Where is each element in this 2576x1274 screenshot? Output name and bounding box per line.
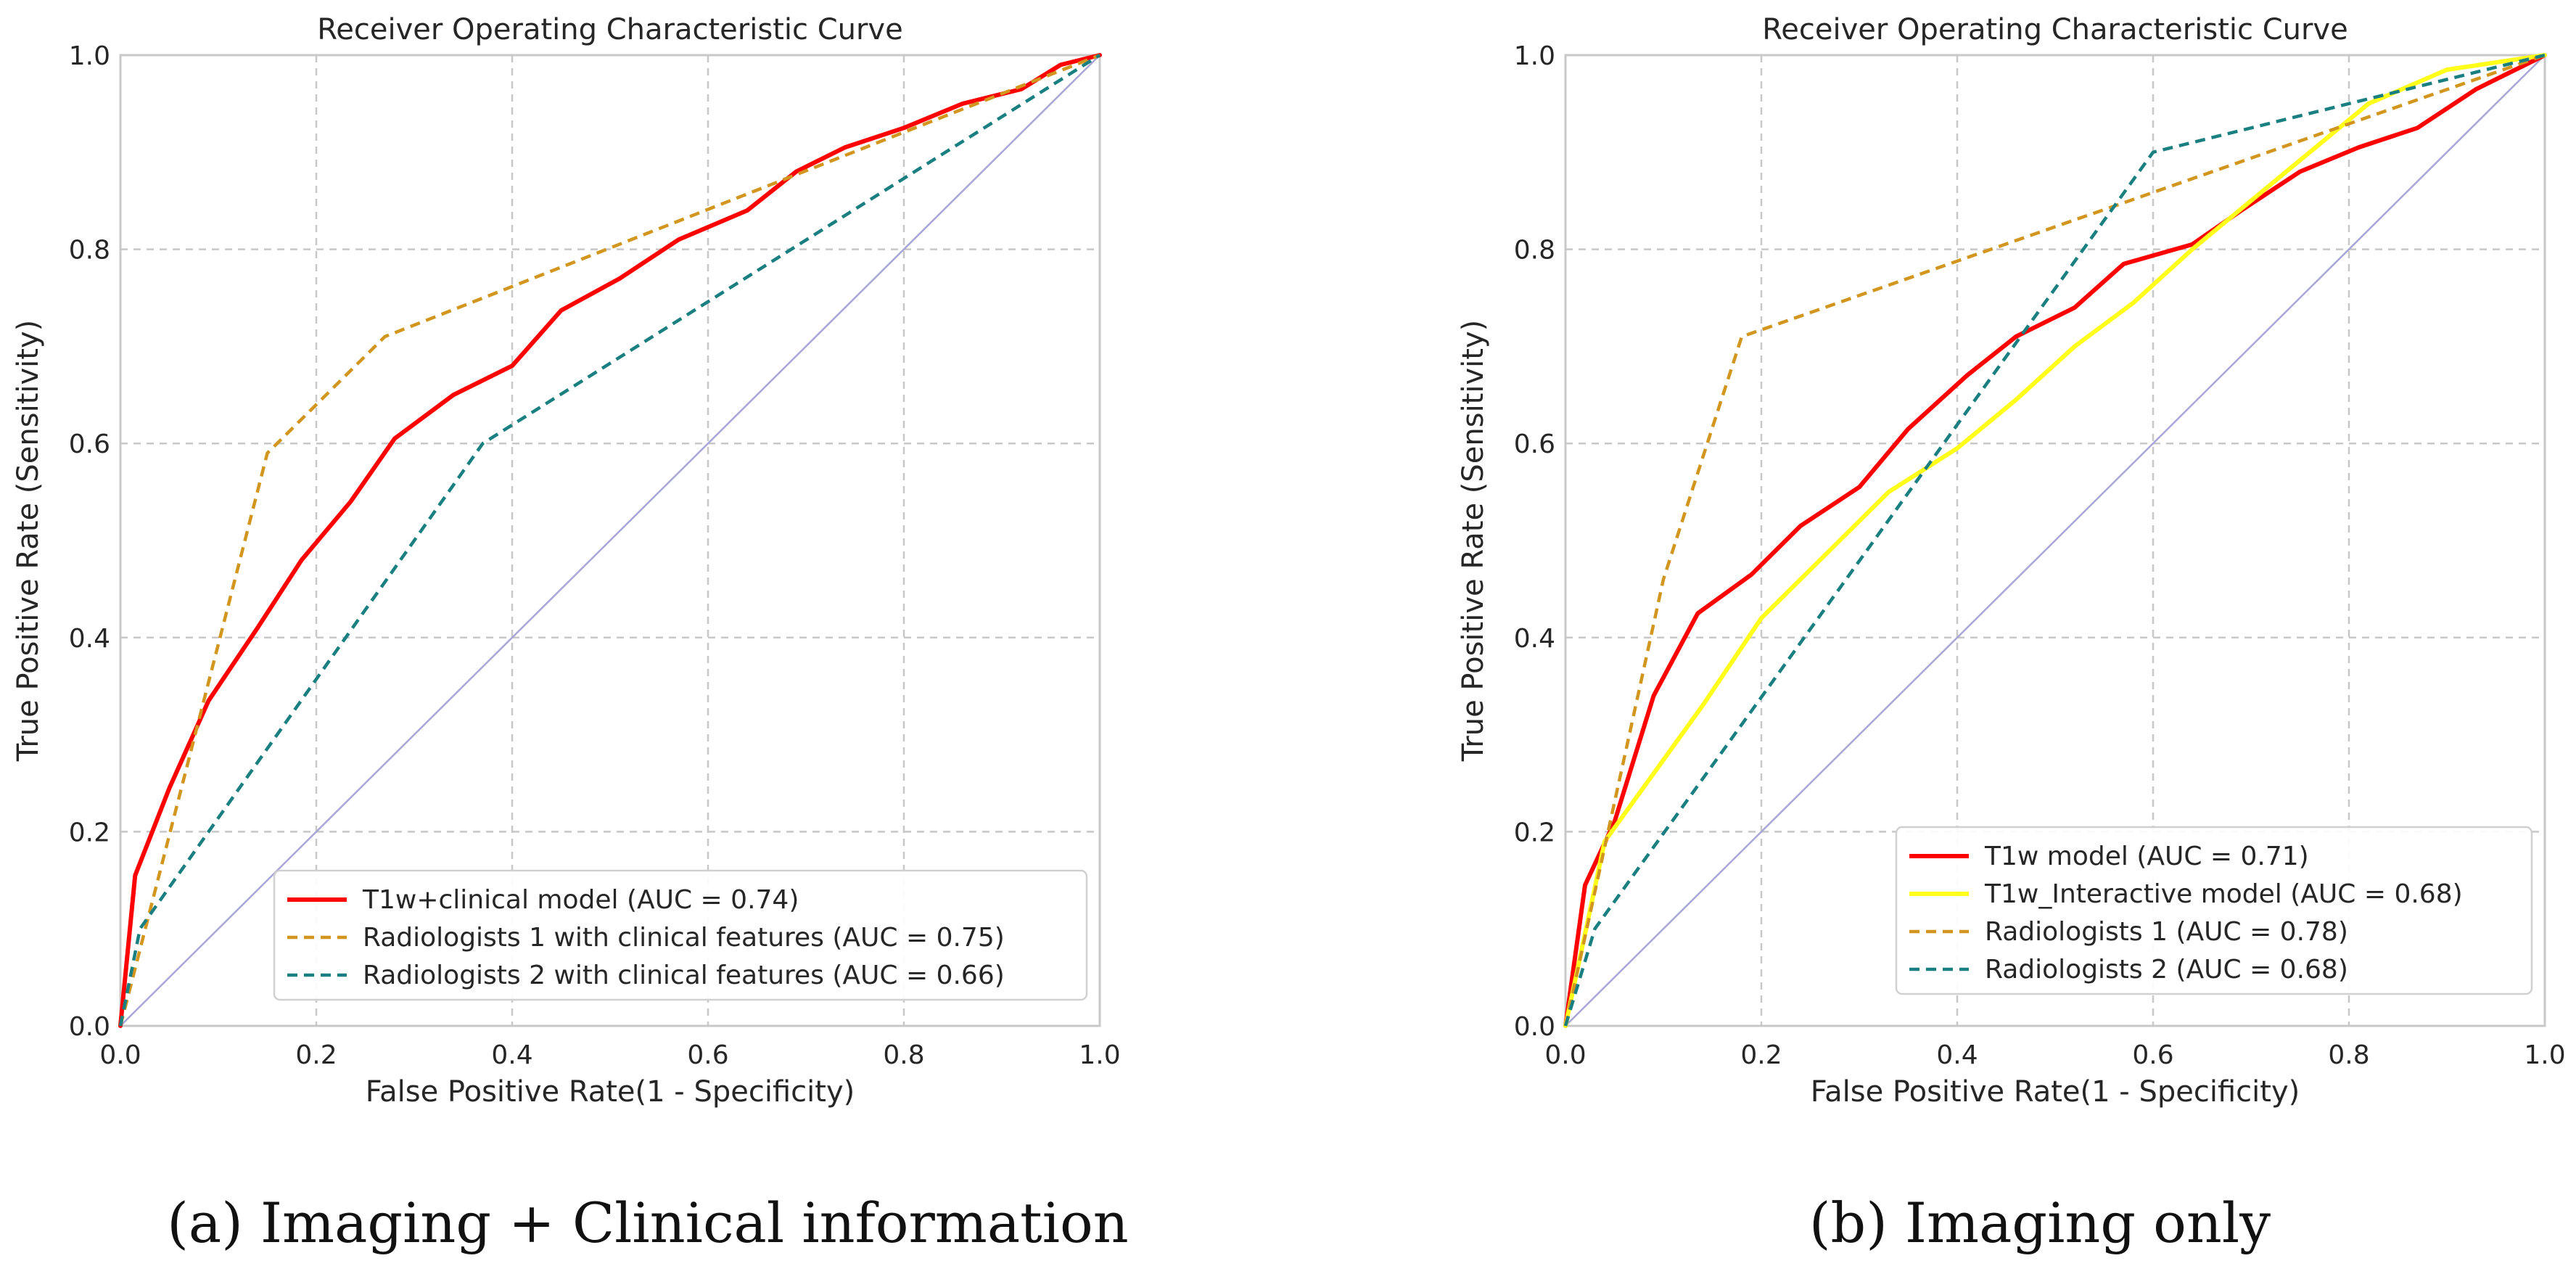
y-tick-label: 0.8 [69,236,110,266]
y-tick-label: 0.0 [1514,1012,1555,1042]
x-tick-label: 1.0 [1079,1040,1120,1070]
legend-entry-label: T1w model (AUC = 0.71) [1984,842,2309,871]
roc-series-line [1563,53,2547,1028]
x-tick-label: 0.0 [1544,1040,1586,1070]
y-tick-label: 0.6 [69,430,110,459]
x-tick-label: 0.8 [2328,1040,2369,1070]
chart-title: Receiver Operating Characteristic Curve [317,13,902,46]
x-tick-label: 0.0 [99,1040,141,1070]
y-tick-label: 1.0 [69,41,110,71]
chance-diagonal-line [120,54,1100,1027]
x-tick-label: 0.4 [1936,1040,1978,1070]
x-tick-label: 0.4 [491,1040,532,1070]
roc-series-line [118,54,1101,1027]
y-tick-label: 1.0 [1514,41,1555,71]
x-tick-label: 0.6 [687,1040,728,1070]
y-tick-label: 0.0 [69,1012,110,1042]
roc-series-line [1563,53,2547,1028]
y-axis-label: True Positive Rate (Sensitivity) [12,320,45,762]
legend-entry-label: Radiologists 2 with clinical features (A… [363,961,1005,990]
chart-title: Receiver Operating Characteristic Curve [1762,13,2347,46]
roc-series-line [1563,53,2546,1027]
subfigure-caption: (a) Imaging + Clinical information [167,1191,1128,1255]
legend: T1w model (AUC = 0.71) T1w_Interactive mo… [1895,826,2533,995]
legend-entry-label: T1w+clinical model (AUC = 0.74) [362,885,799,915]
roc-series-line [118,53,1100,1027]
y-axis-label: True Positive Rate (Sensitivity) [1457,320,1490,762]
subfigure-caption: (b) Imaging only [1809,1191,2271,1255]
x-tick-label: 0.2 [295,1040,337,1070]
y-tick-label: 0.6 [1514,430,1555,459]
roc-panel-imaging-only: 0.0 0.2 0.4 0.6 0.8 1.0 0.0 0.2 0.4 0.6 0.8 1.0 Rece… [1457,13,2566,1255]
legend-box [1895,826,2533,995]
x-tick-label: 0.8 [883,1040,924,1070]
y-tick-label: 0.2 [69,818,110,847]
x-tick-label: 0.6 [2132,1040,2173,1070]
legend-entry-label: Radiologists 1 (AUC = 0.78) [1985,917,2348,947]
y-tick-label: 0.2 [1514,818,1555,847]
x-tick-label: 0.2 [1740,1040,1782,1070]
roc-panel-imaging-clinical: 0.0 0.2 0.4 0.6 0.8 1.0 0.0 0.2 0.4 0.6 0.8 1.0 Rece… [12,13,1129,1255]
plot-frame [1564,54,2546,1027]
roc-series-line [118,53,1102,1028]
x-axis-label: False Positive Rate(1 - Specificity) [366,1075,855,1109]
roc-series-line [1563,53,2546,1027]
x-tick-label: 1.0 [2524,1040,2565,1070]
chance-diagonal-line [1565,54,2546,1027]
y-tick-label: 0.8 [1514,236,1555,266]
x-axis-label: False Positive Rate(1 - Specificity) [1811,1075,2300,1109]
legend-entry-label: T1w_Interactive model (AUC = 0.68) [1984,879,2463,909]
y-tick-label: 0.4 [1514,624,1555,654]
plot-frame [119,54,1101,1027]
y-tick-label: 0.4 [69,624,110,654]
legend-entry-label: Radiologists 1 with clinical features (A… [363,923,1005,953]
legend-entry-label: Radiologists 2 (AUC = 0.68) [1985,955,2348,985]
legend-box [273,869,1088,1001]
legend: T1w+clinical model (AUC = 0.74) Radiologi… [273,869,1088,1001]
